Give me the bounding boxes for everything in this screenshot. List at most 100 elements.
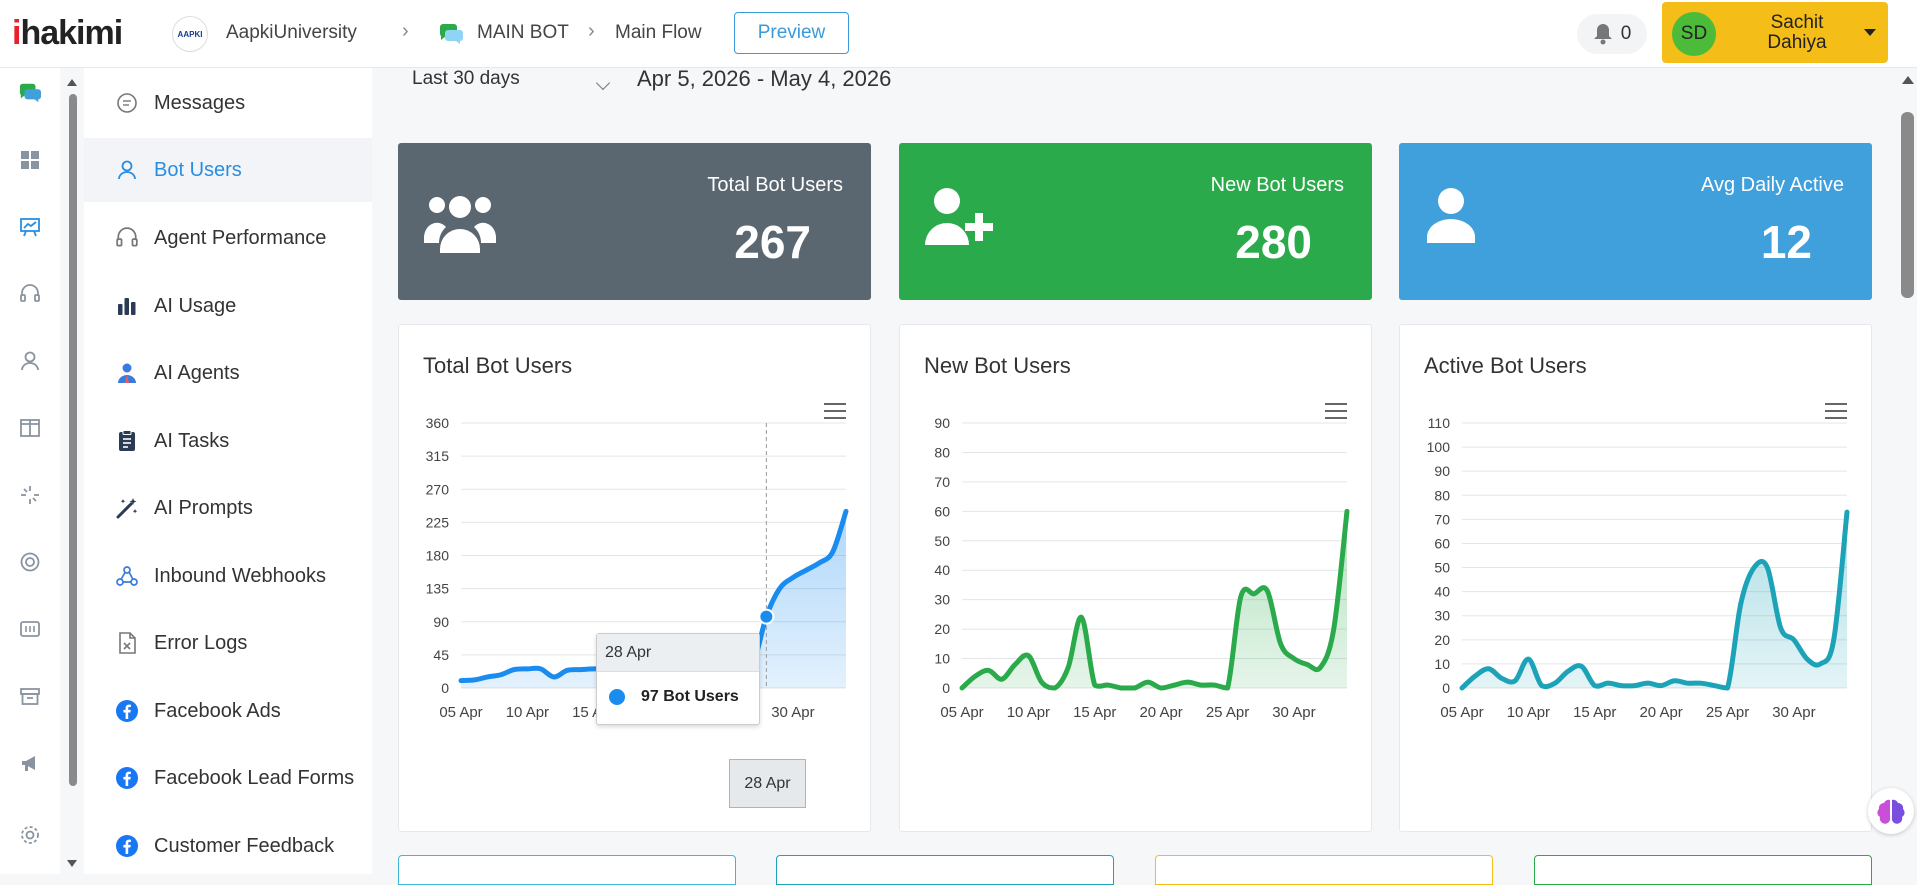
breadcrumb-flow[interactable]: Main Flow: [615, 22, 702, 43]
megaphone-icon[interactable]: [18, 751, 42, 775]
kpi-new-bot-users: New Bot Users 280: [899, 143, 1372, 300]
x-tick-label: 05 Apr: [439, 704, 482, 721]
chart-tooltip: 28 Apr 97 Bot Users: [596, 633, 760, 725]
sidebar-item-messages[interactable]: Messages: [84, 70, 372, 136]
user-add-icon: [925, 188, 993, 245]
chart-title: Total Bot Users: [423, 353, 573, 378]
preview-button[interactable]: Preview: [734, 12, 849, 54]
bottom-card: [398, 855, 736, 885]
bottom-card: [776, 855, 1114, 885]
series-area: [1462, 512, 1847, 688]
chart-card-total-bot-users: Total Bot Users 0 45 90 135 180 225 270 315 360 0…: [398, 324, 871, 832]
ai-assistant-button[interactable]: [1868, 788, 1914, 834]
dashboard-icon[interactable]: [18, 148, 42, 172]
y-tick-label: 50: [934, 533, 950, 549]
sidebar-item-facebook-ads[interactable]: Facebook Ads: [84, 678, 372, 744]
notifications-button[interactable]: 0: [1577, 14, 1647, 54]
caret-down-icon: [1864, 29, 1876, 36]
y-tick-label: 90: [934, 415, 950, 431]
y-tick-label: 360: [426, 415, 450, 431]
analytics-sidebar: Messages Bot Users Agent Performance AI …: [84, 68, 372, 874]
user-icon[interactable]: [18, 349, 42, 373]
y-tick-label: 60: [1434, 535, 1450, 551]
chat-bot-icon: [440, 24, 463, 44]
active-bot-users-chart[interactable]: 0 10 20 30 40 50 60 70 80 90 100 110 05 Apr 10 Apr 15 …: [1400, 325, 1873, 833]
sidebar-scrollbar[interactable]: [66, 78, 78, 868]
scroll-down-icon[interactable]: [66, 859, 78, 869]
bottom-card: [1155, 855, 1493, 885]
layout-icon[interactable]: [18, 416, 42, 440]
y-tick-label: 80: [934, 444, 950, 460]
scrollbar-thumb[interactable]: [69, 94, 77, 786]
user-icon: [1427, 188, 1475, 243]
x-tick-label: 20 Apr: [1139, 704, 1182, 721]
breadcrumb-org[interactable]: AapkiUniversity: [226, 22, 357, 43]
chart-title: Active Bot Users: [1424, 353, 1587, 378]
headset-icon[interactable]: [18, 282, 42, 306]
settings-icon[interactable]: [18, 823, 42, 847]
menu-icon[interactable]: [824, 403, 846, 419]
kpi-value: 267: [734, 216, 811, 268]
main-scrollbar[interactable]: [1898, 70, 1917, 874]
scrollbar-thumb[interactable]: [1901, 112, 1914, 298]
date-range-picker[interactable]: Apr 5, 2026 - May 4, 2026: [637, 66, 892, 91]
scroll-up-icon[interactable]: [1900, 74, 1916, 86]
series-area: [962, 511, 1347, 688]
y-tick-label: 10: [1434, 656, 1450, 672]
lifebuoy-icon[interactable]: [18, 550, 42, 574]
menu-icon[interactable]: [1825, 403, 1847, 419]
users-group-icon: [424, 196, 496, 253]
sidebar-item-error-logs[interactable]: Error Logs: [84, 610, 372, 676]
chart-title: New Bot Users: [924, 353, 1071, 378]
y-tick-label: 90: [433, 614, 449, 630]
sidebar-item-customer-feedback[interactable]: Customer Feedback: [84, 813, 372, 879]
y-tick-label: 0: [1442, 680, 1450, 696]
sidebar-item-agent-performance[interactable]: Agent Performance: [84, 205, 372, 271]
y-tick-label: 60: [934, 503, 950, 519]
kpi-value: 12: [1760, 216, 1812, 268]
sidebar-item-bot-users[interactable]: Bot Users: [84, 138, 372, 202]
sidebar-item-facebook-lead-forms[interactable]: Facebook Lead Forms: [84, 745, 372, 811]
date-range-select[interactable]: Last 30 days: [412, 68, 520, 89]
x-tick-label: 30 Apr: [1772, 704, 1815, 721]
chat-bubble-icon: [114, 90, 140, 116]
kpi-label: New Bot Users: [1210, 174, 1344, 196]
y-tick-label: 270: [426, 481, 450, 497]
y-tick-label: 30: [934, 592, 950, 608]
sidebar-item-ai-usage[interactable]: AI Usage: [84, 273, 372, 339]
facebook-icon: [114, 765, 140, 791]
y-tick-label: 50: [1434, 560, 1450, 576]
y-tick-label: 45: [433, 647, 449, 663]
sidebar-item-inbound-webhooks[interactable]: Inbound Webhooks: [84, 543, 372, 609]
sidebar-item-ai-tasks[interactable]: AI Tasks: [84, 408, 372, 474]
new-bot-users-chart[interactable]: 0 10 20 30 40 50 60 70 80 90 05 Apr 10 Apr 15 Apr 20 …: [900, 325, 1373, 833]
scroll-up-icon[interactable]: [66, 78, 78, 88]
app-logo[interactable]: ihakimi: [12, 14, 123, 52]
analytics-icon[interactable]: [18, 215, 42, 239]
user-menu-button[interactable]: SD Sachit Dahiya: [1662, 2, 1888, 63]
x-tick-label: 10 Apr: [1507, 704, 1550, 721]
y-tick-label: 135: [426, 581, 450, 597]
org-avatar[interactable]: AAPKI: [172, 16, 208, 52]
x-tick-label: 25 Apr: [1206, 704, 1249, 721]
bottom-card: [1534, 855, 1872, 885]
chart-card-new-bot-users: New Bot Users 0 10 20 30 40 50 60 70 80 90 05 Apr 1…: [899, 324, 1372, 832]
chart-card-active-bot-users: Active Bot Users 0 10 20 30 40 50 60 70 80 90 100 1…: [1399, 324, 1872, 832]
x-tick-label: 10 Apr: [1007, 704, 1050, 721]
main-content: Last 30 days Apr 5, 2026 - May 4, 2026 T…: [372, 66, 1917, 885]
y-tick-label: 315: [426, 448, 450, 464]
webhook-icon: [114, 563, 140, 589]
chat-bot-icon[interactable]: [18, 80, 42, 104]
series-dot-icon: [609, 689, 625, 705]
breadcrumb-bot[interactable]: MAIN BOT: [477, 22, 569, 43]
counter-icon[interactable]: [18, 617, 42, 641]
y-tick-label: 70: [1434, 511, 1450, 527]
menu-icon[interactable]: [1325, 403, 1347, 419]
sidebar-item-ai-prompts[interactable]: AI Prompts: [84, 475, 372, 541]
sidebar-item-ai-agents[interactable]: AI Agents: [84, 340, 372, 406]
sparkle-icon[interactable]: [18, 483, 42, 507]
archive-icon[interactable]: [18, 684, 42, 708]
y-tick-label: 40: [934, 562, 950, 578]
notification-count: 0: [1620, 23, 1632, 44]
